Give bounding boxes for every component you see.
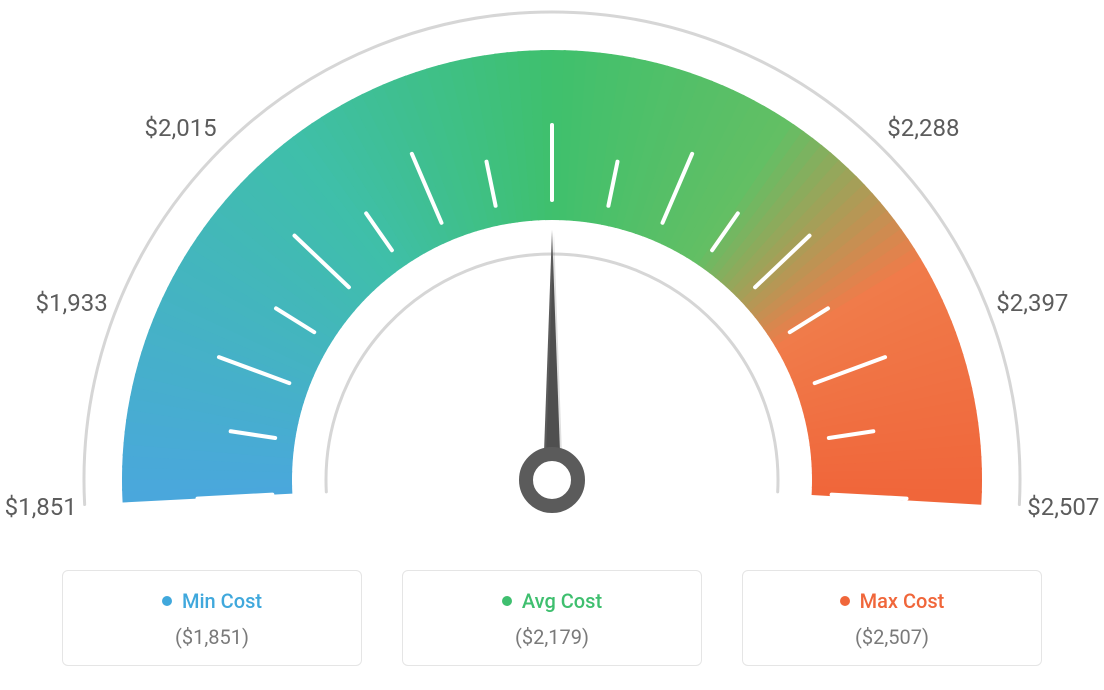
gauge-tick-label: $1,851 bbox=[5, 493, 77, 521]
legend-dot-avg bbox=[502, 596, 512, 606]
legend-label-max: Max Cost bbox=[860, 589, 945, 613]
legend-value-avg: ($2,179) bbox=[403, 625, 701, 649]
gauge-tick-label: $2,288 bbox=[887, 114, 959, 142]
gauge-chart: $1,851$1,933$2,015$2,179$2,288$2,397$2,5… bbox=[0, 0, 1104, 540]
legend-label-avg: Avg Cost bbox=[522, 589, 602, 613]
gauge-tick-label: $2,015 bbox=[145, 114, 217, 142]
legend-dot-min bbox=[162, 596, 172, 606]
legend-value-max: ($2,507) bbox=[743, 625, 1041, 649]
legend-card-min: Min Cost ($1,851) bbox=[62, 570, 362, 666]
gauge-svg bbox=[0, 0, 1104, 540]
legend-value-min: ($1,851) bbox=[63, 625, 361, 649]
legend-label-min: Min Cost bbox=[182, 589, 262, 613]
gauge-tick-label: $2,397 bbox=[996, 289, 1068, 317]
legend-card-max: Max Cost ($2,507) bbox=[742, 570, 1042, 666]
gauge-tick-label: $1,933 bbox=[36, 289, 108, 317]
legend-row: Min Cost ($1,851) Avg Cost ($2,179) Max … bbox=[0, 570, 1104, 666]
legend-card-avg: Avg Cost ($2,179) bbox=[402, 570, 702, 666]
gauge-tick-label: $2,507 bbox=[1027, 493, 1099, 521]
legend-dot-max bbox=[840, 596, 850, 606]
